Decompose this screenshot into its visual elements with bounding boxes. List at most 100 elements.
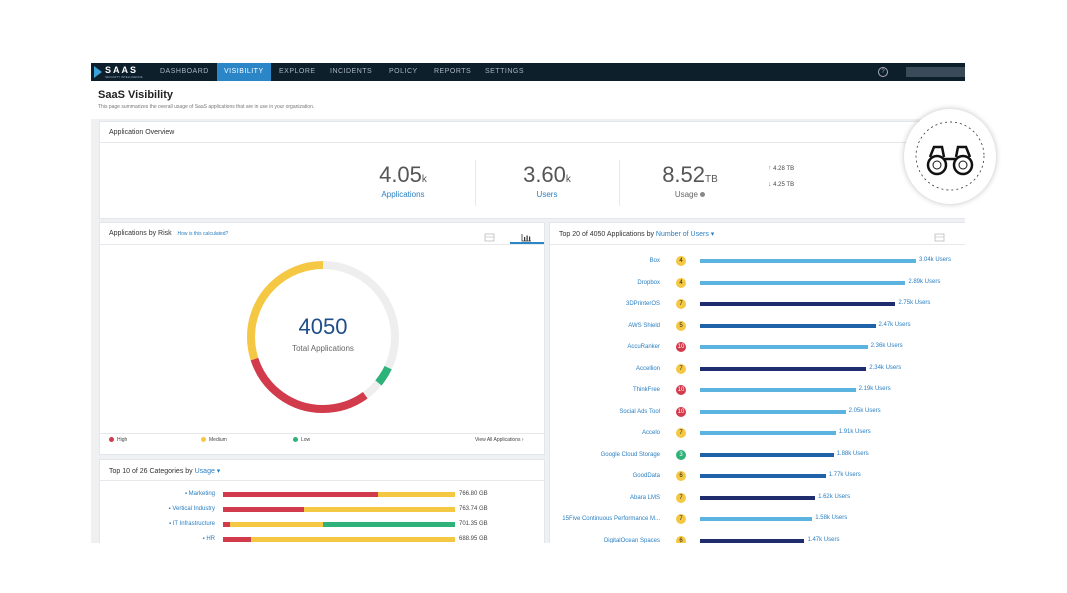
- app-users-value[interactable]: 1.47k Users: [807, 536, 840, 543]
- category-bar-segment[interactable]: [223, 492, 379, 497]
- risk-score-badge: 7: [676, 514, 686, 524]
- nav-explore[interactable]: EXPLORE: [279, 68, 316, 75]
- binoculars-icon: [915, 121, 985, 191]
- app-users-value[interactable]: 2.75k Users: [898, 300, 931, 306]
- top-apps-sort-dropdown[interactable]: Number of Users ▾: [655, 231, 715, 238]
- app-name-link[interactable]: Box: [649, 258, 660, 264]
- app-users-value[interactable]: 2.19k Users: [858, 386, 891, 392]
- category-bar-segment[interactable]: [322, 522, 455, 527]
- app-users-bar[interactable]: [700, 323, 876, 328]
- risk-score-badge: 7: [676, 428, 686, 438]
- risk-score-badge: 6: [676, 471, 686, 481]
- app-name-link[interactable]: 15Five Continuous Performance M...: [562, 516, 660, 522]
- view-all-applications-link[interactable]: View All Applications ›: [475, 437, 524, 443]
- app-users-bar[interactable]: [700, 302, 896, 306]
- app-users-bar[interactable]: [700, 259, 916, 263]
- categories-sort-dropdown[interactable]: Usage ▾: [194, 468, 221, 475]
- app-users-bar[interactable]: [700, 474, 826, 478]
- app-name-link[interactable]: GoodData: [632, 473, 660, 479]
- download-value: 4.25 TB: [773, 182, 795, 188]
- donut-segment-medium[interactable]: [247, 261, 399, 413]
- risk-score-badge: 7: [676, 492, 686, 503]
- table-view-icon[interactable]: [482, 230, 496, 242]
- top-categories-card: Top 10 of 26 Categories by Usage ▾ ▪ Mar…: [99, 459, 545, 543]
- category-bar-segment[interactable]: [250, 537, 455, 542]
- legend-high: High: [109, 437, 127, 443]
- app-name-link[interactable]: Accellion: [635, 365, 660, 372]
- saas-logo[interactable]: SAAS SECURITY INTELLIGENCE: [94, 65, 150, 79]
- category-bar-segment[interactable]: [223, 507, 305, 512]
- chart-view-icon[interactable]: [519, 230, 533, 242]
- legend-high-label: High: [117, 437, 128, 443]
- how-calculated-link[interactable]: How is this calculated?: [177, 231, 229, 237]
- app-name-link[interactable]: Accelo: [641, 430, 660, 436]
- app-users-value[interactable]: 1.77k Users: [828, 472, 861, 478]
- category-bar-segment[interactable]: [229, 522, 323, 527]
- app-users-bar[interactable]: [700, 345, 868, 349]
- app-users-value[interactable]: 2.89k Users: [908, 278, 941, 285]
- legend-low: Low: [293, 437, 310, 443]
- category-name-hr[interactable]: ▪ HR: [100, 536, 215, 542]
- nav-incidents[interactable]: INCIDENTS: [330, 68, 373, 75]
- table-view-icon[interactable]: [932, 230, 946, 242]
- app-users-value[interactable]: 2.47k Users: [878, 321, 911, 328]
- app-users-value[interactable]: 2.36k Users: [870, 343, 903, 349]
- app-users-bar[interactable]: [700, 280, 906, 285]
- stat-usage-unit: TB: [705, 174, 718, 185]
- app-users-bar[interactable]: [700, 388, 856, 392]
- app-name-link[interactable]: DigitalOcean Spaces: [603, 537, 660, 544]
- app-users-bar[interactable]: [700, 366, 867, 371]
- stat-applications[interactable]: 4.05k Applications: [343, 162, 463, 199]
- app-users-value[interactable]: 2.05k Users: [848, 407, 881, 414]
- nav-settings[interactable]: SETTINGS: [485, 68, 525, 75]
- low-dot-icon: [293, 437, 298, 443]
- nav-policy[interactable]: POLICY: [389, 68, 418, 75]
- risk-donut-chart: [247, 261, 399, 413]
- info-icon[interactable]: [700, 192, 706, 198]
- user-menu[interactable]: [906, 67, 965, 77]
- app-users-bar[interactable]: [700, 409, 846, 414]
- app-users-value[interactable]: 1.62k Users: [818, 493, 851, 500]
- app-users-value[interactable]: 1.58k Users: [815, 515, 848, 521]
- app-name-link[interactable]: Dropbox: [637, 279, 660, 286]
- app-users-bar[interactable]: [700, 517, 813, 521]
- nav-visibility[interactable]: VISIBILITY: [217, 63, 271, 81]
- category-name-vertical-industry[interactable]: ▪ Vertical Industry: [100, 506, 215, 512]
- app-users-value[interactable]: 2.34k Users: [869, 364, 902, 371]
- risk-total-value: 4050: [298, 314, 348, 339]
- category-name-it-infrastructure[interactable]: ▪ IT Infrastructure: [100, 521, 215, 527]
- app-name-link[interactable]: 3DPrinterOS: [625, 301, 660, 307]
- app-name-link[interactable]: Abara LMS: [629, 494, 660, 501]
- app-users-bar[interactable]: [700, 452, 834, 457]
- app-users-value[interactable]: 1.88k Users: [836, 450, 869, 457]
- category-name-marketing[interactable]: ▪ Marketing: [100, 491, 215, 497]
- stat-users[interactable]: 3.60k Users: [487, 162, 607, 199]
- help-icon[interactable]: ?: [878, 67, 888, 77]
- nav-reports[interactable]: REPORTS: [434, 68, 472, 75]
- application-overview-card: Application Overview 4.05k Applications …: [99, 121, 965, 219]
- category-label: Vertical Industry: [172, 506, 215, 512]
- category-label: Marketing: [188, 491, 215, 497]
- app-name-link[interactable]: Google Cloud Storage: [600, 451, 660, 458]
- app-users-value[interactable]: 3.04k Users: [919, 257, 952, 263]
- app-name-link[interactable]: Social Ads Tool: [619, 408, 660, 415]
- category-value: 701.35 GB: [459, 521, 488, 527]
- category-bar-segment[interactable]: [304, 507, 455, 512]
- app-users-bar[interactable]: [700, 495, 816, 500]
- category-bar-segment[interactable]: [223, 522, 230, 527]
- category-bar-segment[interactable]: [378, 492, 455, 497]
- applications-by-risk-card: Applications by Risk How is this calcula…: [99, 222, 545, 455]
- download-arrow-icon: ↓: [768, 181, 772, 188]
- app-name-link[interactable]: AWS Shield: [628, 322, 660, 329]
- nav-dashboard[interactable]: DASHBOARD: [160, 68, 209, 75]
- app-users-bar[interactable]: [700, 431, 836, 435]
- top-applications-card: Top 20 of 4050 Applications by Number of…: [549, 222, 965, 543]
- app-name-link[interactable]: AccuRanker: [627, 344, 660, 350]
- app-users-bar[interactable]: [700, 538, 805, 543]
- donut-segment-high[interactable]: [247, 261, 399, 413]
- category-bar-segment[interactable]: [223, 537, 251, 542]
- risk-score-badge: 7: [676, 299, 686, 309]
- app-users-value[interactable]: 1.91k Users: [838, 429, 871, 435]
- binoculars-badge: [904, 109, 996, 204]
- app-name-link[interactable]: ThinkFree: [632, 387, 660, 393]
